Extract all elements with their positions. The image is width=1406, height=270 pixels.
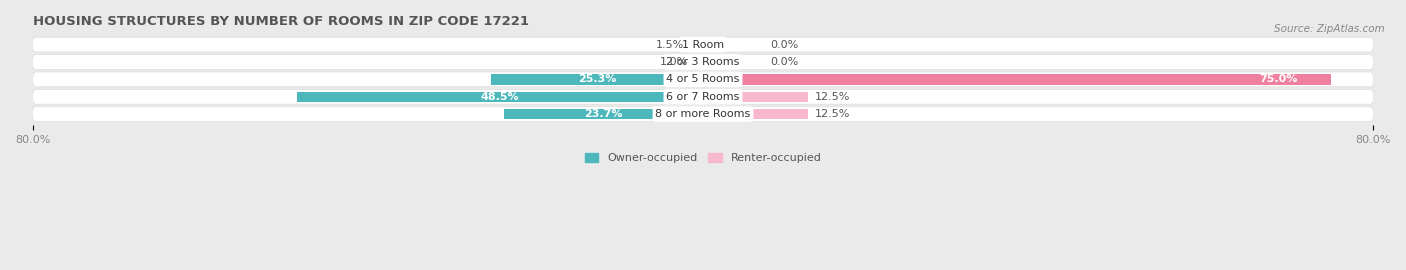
Text: 1.0%: 1.0% (659, 57, 688, 67)
Bar (695, 57, 703, 67)
FancyBboxPatch shape (32, 107, 1374, 122)
Bar (703, 74, 1331, 85)
Text: 2 or 3 Rooms: 2 or 3 Rooms (666, 57, 740, 67)
Text: 0.0%: 0.0% (770, 40, 799, 50)
Text: 12.5%: 12.5% (814, 92, 849, 102)
Text: 12.5%: 12.5% (814, 109, 849, 119)
Text: 75.0%: 75.0% (1260, 75, 1298, 85)
FancyBboxPatch shape (32, 72, 1374, 87)
Text: 0.0%: 0.0% (770, 57, 799, 67)
Text: 1 Room: 1 Room (682, 40, 724, 50)
Text: 25.3%: 25.3% (578, 75, 616, 85)
Bar (491, 74, 703, 85)
Text: 48.5%: 48.5% (481, 92, 519, 102)
Bar (690, 39, 703, 50)
FancyBboxPatch shape (32, 89, 1374, 104)
FancyBboxPatch shape (32, 37, 1374, 52)
Legend: Owner-occupied, Renter-occupied: Owner-occupied, Renter-occupied (581, 148, 825, 168)
Text: 23.7%: 23.7% (585, 109, 623, 119)
Text: 4 or 5 Rooms: 4 or 5 Rooms (666, 75, 740, 85)
Text: 8 or more Rooms: 8 or more Rooms (655, 109, 751, 119)
Bar (703, 92, 807, 102)
Text: 6 or 7 Rooms: 6 or 7 Rooms (666, 92, 740, 102)
Bar (505, 109, 703, 119)
Bar (297, 92, 703, 102)
Text: HOUSING STRUCTURES BY NUMBER OF ROOMS IN ZIP CODE 17221: HOUSING STRUCTURES BY NUMBER OF ROOMS IN… (32, 15, 529, 28)
FancyBboxPatch shape (32, 55, 1374, 69)
Text: 1.5%: 1.5% (655, 40, 683, 50)
Text: Source: ZipAtlas.com: Source: ZipAtlas.com (1274, 24, 1385, 34)
Bar (703, 109, 807, 119)
